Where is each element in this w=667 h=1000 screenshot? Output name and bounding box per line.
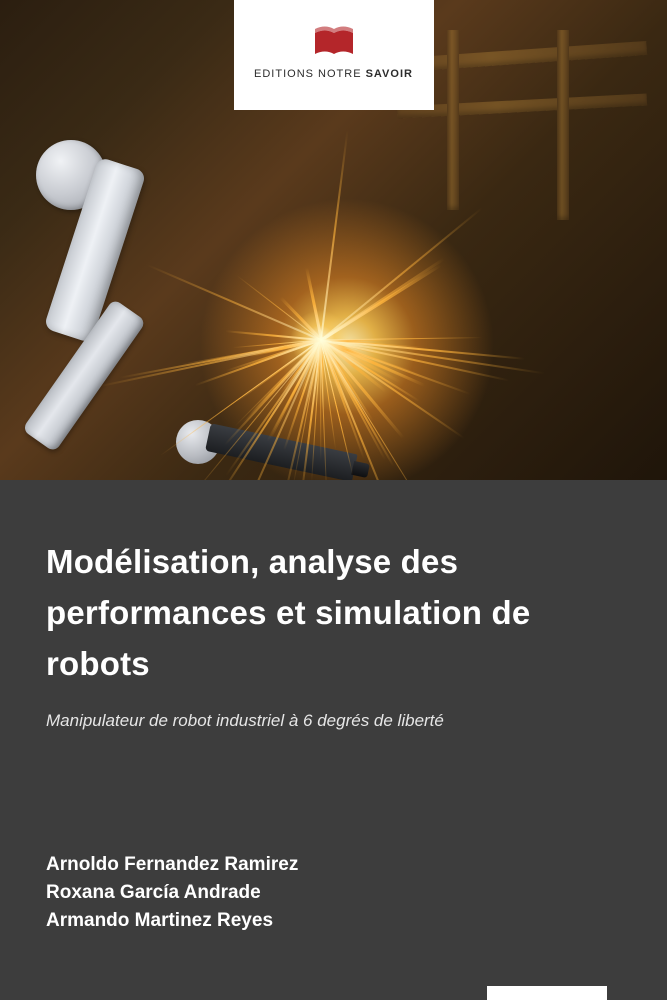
author-line: Roxana García Andrade <box>46 879 621 907</box>
author-line: Armando Martinez Reyes <box>46 907 621 935</box>
book-cover: EDITIONS NOTRE SAVOIR Modélisation, anal… <box>0 0 667 1000</box>
authors-block: Arnoldo Fernandez Ramirez Roxana García … <box>46 851 621 934</box>
author-line: Arnoldo Fernandez Ramirez <box>46 851 621 879</box>
book-subtitle: Manipulateur de robot industriel à 6 deg… <box>46 711 621 731</box>
text-panel: Modélisation, analyse des performances e… <box>0 480 667 1000</box>
robot-arm <box>30 120 290 480</box>
publisher-name: EDITIONS NOTRE SAVOIR <box>254 68 413 80</box>
barcode-stub <box>487 986 607 1000</box>
publisher-name-prefix: EDITIONS NOTRE <box>254 68 366 80</box>
publisher-banner: EDITIONS NOTRE SAVOIR <box>234 0 434 110</box>
cover-photo-area: EDITIONS NOTRE SAVOIR <box>0 0 667 480</box>
book-title: Modélisation, analyse des performances e… <box>46 536 621 689</box>
welding-sparks <box>320 340 322 342</box>
publisher-logo-icon <box>311 24 357 58</box>
publisher-name-bold: SAVOIR <box>366 68 413 80</box>
